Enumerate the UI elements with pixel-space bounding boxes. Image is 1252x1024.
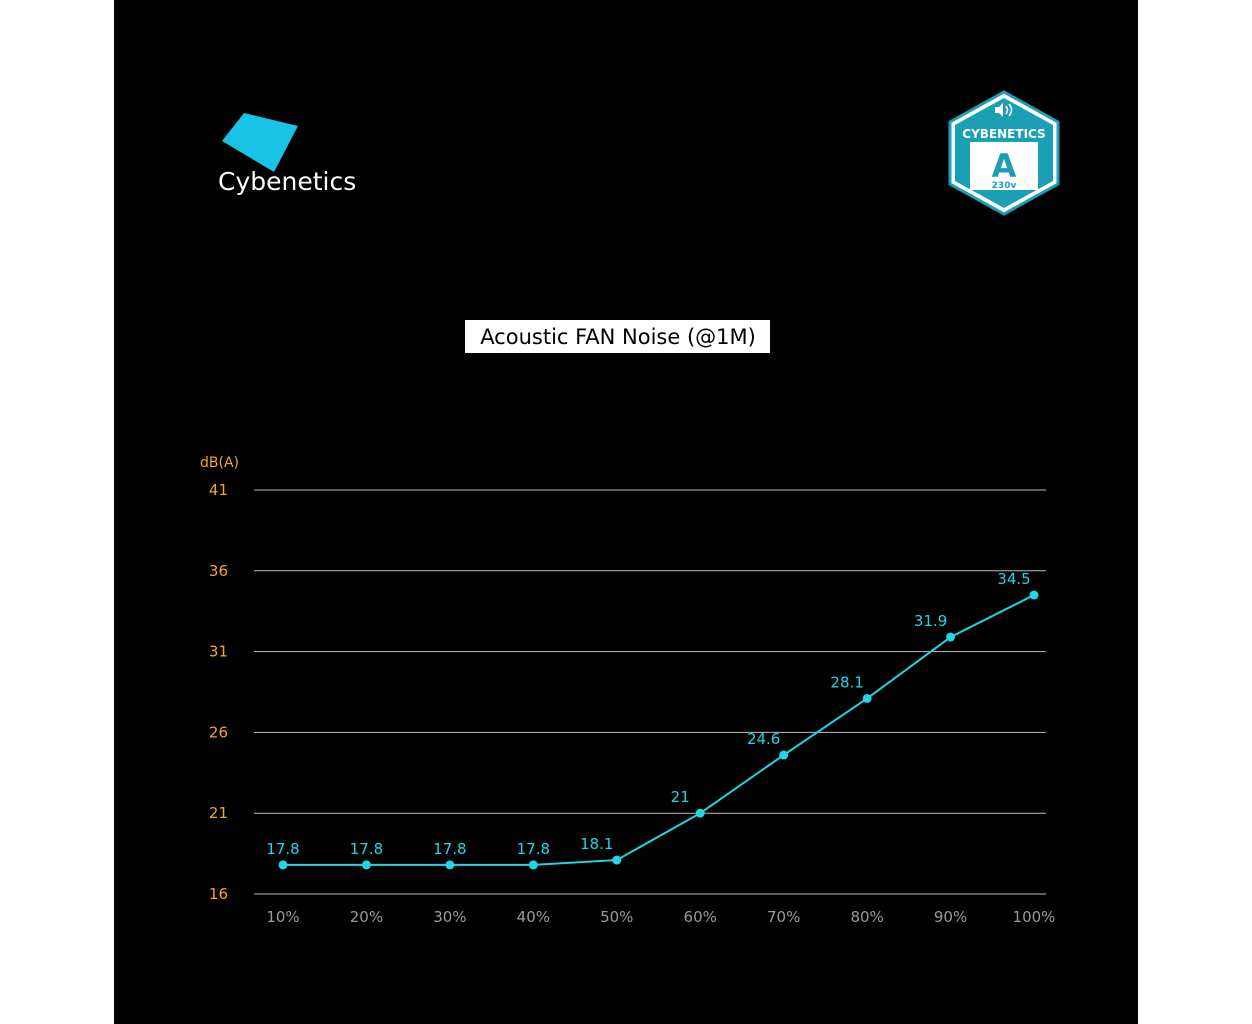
data-label: 17.8: [266, 840, 299, 858]
data-label: 18.1: [580, 835, 613, 853]
chart-title-box: Acoustic FAN Noise (@1M): [465, 320, 770, 353]
data-label: 17.8: [350, 840, 383, 858]
data-label: 24.6: [747, 730, 780, 748]
data-label: 28.1: [830, 673, 863, 691]
data-point: [779, 750, 789, 760]
speaker-icon: [995, 103, 1013, 117]
series-line: [283, 594, 1035, 866]
badge-rating-panel: [970, 142, 1038, 190]
data-point: [528, 860, 538, 870]
x-tick-label: 40%: [517, 908, 550, 926]
data-point: [445, 860, 455, 870]
x-tick-label: 50%: [600, 908, 633, 926]
x-tick-label: 70%: [767, 908, 800, 926]
data-point: [612, 855, 622, 865]
x-tick-label: 100%: [1013, 908, 1056, 926]
data-point: [695, 808, 705, 818]
y-tick-label: 21: [209, 804, 228, 822]
data-point: [946, 632, 956, 642]
badge-voltage: 230v: [992, 181, 1017, 191]
data-label: 21: [671, 788, 690, 806]
cybenetics-rating-badge: CYBENETICS A 230v: [948, 90, 1060, 216]
x-tick-label: 90%: [934, 908, 967, 926]
x-tick-label: 30%: [433, 908, 466, 926]
y-tick-label: 16: [209, 885, 228, 903]
data-point: [1029, 590, 1039, 600]
x-tick-labels: 10% 20% 30% 40% 50% 60% 70% 80% 90% 100%: [266, 908, 1055, 926]
gridlines: [254, 489, 1046, 895]
logo-parallelogram-icon: [222, 113, 298, 172]
y-axis-label: dB(A): [200, 455, 239, 471]
chart-canvas: Cybenetics CYBENETICS A 230v Acoustic FA…: [114, 0, 1138, 1024]
y-tick-label: 26: [209, 723, 228, 741]
x-tick-label: 80%: [850, 908, 883, 926]
chart-title: Acoustic FAN Noise (@1M): [480, 325, 756, 349]
data-label: 34.5: [997, 570, 1030, 588]
badge-org: CYBENETICS: [962, 127, 1045, 141]
x-tick-label: 10%: [266, 908, 299, 926]
y-tick-label: 41: [209, 481, 228, 499]
y-tick-label: 31: [209, 643, 228, 661]
noise-chart: Cybenetics CYBENETICS A 230v Acoustic FA…: [200, 90, 1060, 926]
chart-title-background: [465, 320, 770, 353]
y-tick-label: 36: [209, 562, 228, 580]
data-label: 17.8: [433, 840, 466, 858]
x-tick-label: 20%: [350, 908, 383, 926]
data-labels: 17.8 17.8 17.8 17.8 18.1 21 24.6 28.1 31.9 34.5: [266, 570, 1030, 858]
data-point: [862, 693, 872, 703]
data-point: [361, 860, 371, 870]
data-point: [278, 860, 288, 870]
y-tick-labels: 16 21 26 31 36 41: [209, 481, 228, 903]
x-tick-label: 60%: [684, 908, 717, 926]
noise-series: [278, 590, 1039, 870]
cybenetics-logo: Cybenetics: [218, 113, 356, 196]
brand-name: Cybenetics: [218, 167, 356, 196]
data-label: 17.8: [517, 840, 550, 858]
data-label: 31.9: [914, 612, 947, 630]
badge-rating: A: [992, 147, 1017, 185]
